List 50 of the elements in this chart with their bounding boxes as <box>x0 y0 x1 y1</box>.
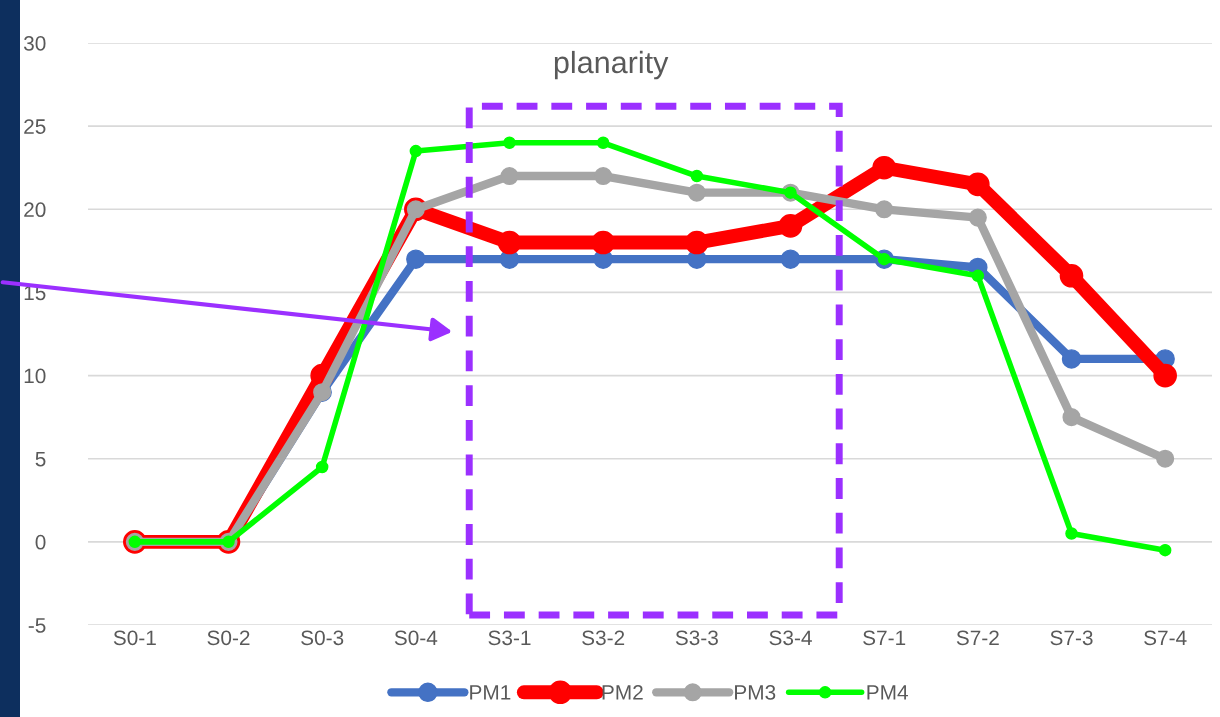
y-tick-label: 0 <box>35 534 46 550</box>
point <box>687 183 706 202</box>
point <box>685 230 709 255</box>
legend-label: PM2 <box>602 685 643 700</box>
x-tick-label: S3-1 <box>488 630 531 646</box>
point <box>690 169 704 183</box>
point <box>1065 527 1078 540</box>
point <box>594 167 613 186</box>
point <box>1156 449 1175 468</box>
chart-title: planarity <box>554 50 669 80</box>
point <box>778 214 803 238</box>
y-tick-label: 25 <box>24 119 46 134</box>
point <box>596 136 610 150</box>
point <box>872 155 896 180</box>
point <box>500 167 519 186</box>
point <box>966 172 990 197</box>
x-tick-label: S7-4 <box>1144 630 1187 646</box>
x-tick-label: S7-3 <box>1050 630 1093 646</box>
x-tick-label: S3-4 <box>769 630 812 646</box>
x-tick-label: S0-1 <box>113 630 156 646</box>
point <box>409 144 423 158</box>
y-tick-label: 20 <box>24 202 46 218</box>
point <box>968 208 987 227</box>
y-tick-label: -5 <box>28 618 46 633</box>
legend-label: PM4 <box>867 685 908 700</box>
y-tick-label: 5 <box>35 451 46 467</box>
point <box>971 269 985 283</box>
point <box>1158 543 1172 557</box>
x-tick-label: S3-2 <box>582 630 625 646</box>
point <box>497 230 522 255</box>
y-tick-label: 30 <box>23 36 46 51</box>
legend-label: PM1 <box>470 685 511 700</box>
x-tick-label: S7-2 <box>956 630 999 646</box>
x-tick-label: S3-3 <box>675 630 718 646</box>
point <box>1062 408 1081 427</box>
point <box>780 249 801 269</box>
point <box>875 200 894 219</box>
x-tick-label: S0-3 <box>301 630 344 646</box>
y-tick-label: 10 <box>24 368 46 384</box>
x-tick-label: S0-4 <box>394 630 438 646</box>
point <box>315 460 329 474</box>
point <box>406 249 426 269</box>
point <box>591 230 615 255</box>
legend-label: PM3 <box>735 685 776 700</box>
x-tick-label: S7-1 <box>863 630 906 646</box>
point <box>1061 349 1082 369</box>
x-tick-label: S0-2 <box>207 630 250 646</box>
point <box>503 136 516 150</box>
point <box>1059 263 1084 288</box>
point <box>1153 363 1177 388</box>
